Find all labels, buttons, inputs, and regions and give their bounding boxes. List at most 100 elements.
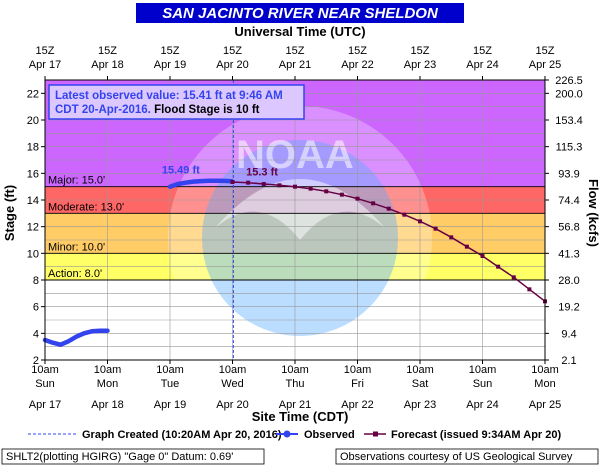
- bottom-tick-label-day: Sat: [412, 378, 429, 390]
- y-tick-label: 16: [27, 168, 39, 180]
- y2-tick-label: 153.4: [555, 115, 583, 127]
- top-tick-label-hour: 15Z: [536, 45, 555, 57]
- top-tick-label-date: Apr 23: [404, 59, 436, 71]
- bottom-tick-label-day: Mon: [97, 378, 118, 390]
- top-tick-label-hour: 15Z: [36, 45, 55, 57]
- top-tick-label-date: Apr 25: [529, 59, 561, 71]
- bottom-tick-label-date: Apr 25: [529, 399, 561, 411]
- top-tick-label-hour: 15Z: [473, 45, 492, 57]
- top-tick-label-hour: 15Z: [286, 45, 305, 57]
- legend-observed-label: Observed: [304, 429, 355, 441]
- y-tick-label: 14: [27, 195, 39, 207]
- forecast-point: [480, 254, 485, 258]
- bottom-tick-label-date: Apr 24: [466, 399, 498, 411]
- observed-line: [167, 178, 235, 189]
- tick-labels: 2 4 6 8 10 12 14 16 18 20 22 2.1 9.4 19.2 28.0 41.3 56.8…: [27, 45, 583, 411]
- y2-tick-label: 19.2: [558, 302, 579, 314]
- bottom-tick-label-time: 10am: [94, 364, 122, 376]
- bottom-tick-label-time: 10am: [31, 364, 59, 376]
- bottom-tick-label-day: Mon: [534, 378, 555, 390]
- chart-title: SAN JACINTO RIVER NEAR SHELDON: [162, 5, 439, 22]
- legend-forecast-marker: [373, 431, 378, 437]
- bottom-tick-label-date: Apr 20: [216, 399, 248, 411]
- top-tick-label-hour: 15Z: [411, 45, 430, 57]
- bottom-tick-label-day: Tue: [161, 378, 180, 390]
- y-tick-label: 6: [33, 302, 39, 314]
- y-tick-label: 4: [33, 328, 39, 340]
- top-tick-label-date: Apr 22: [341, 59, 373, 71]
- bottom-tick-label-date: Apr 17: [29, 399, 61, 411]
- bottom-tick-label-time: 10am: [406, 364, 434, 376]
- y2-tick-label: 115.3: [556, 142, 583, 154]
- forecast-point: [496, 264, 501, 269]
- peak-annotation: 15.49 ft: [162, 165, 200, 177]
- y2-axis-title: Flow (kcfs): [586, 179, 600, 247]
- bottom-tick-label-date: Apr 23: [404, 399, 436, 411]
- top-tick-label-date: Apr 19: [154, 59, 186, 71]
- footer-right-box: [335, 448, 599, 465]
- y-tick-label: 12: [27, 222, 39, 234]
- data-series: [42, 80, 547, 360]
- forecast-point: [308, 186, 313, 191]
- forecast-point: [527, 287, 532, 292]
- forecast-point: [277, 183, 282, 188]
- top-axis-title: Universal Time (UTC): [234, 24, 365, 39]
- bottom-tick-label-time: 10am: [469, 364, 497, 376]
- top-tick-label-hour: 15Z: [223, 45, 242, 57]
- forecast-point: [261, 182, 266, 186]
- bottom-tick-label-day: Wed: [221, 378, 243, 390]
- y2-tick-label: 226.5: [555, 75, 583, 87]
- footer-datum: SHLT2(plotting HGIRG) "Gage 0" Datum: 0.…: [6, 451, 233, 463]
- footer-credit: Observations courtesy of US Geological S…: [340, 451, 573, 463]
- top-tick-label-date: Apr 24: [466, 59, 498, 71]
- annotations: 15.49 ft 15.3 ft: [162, 165, 278, 179]
- flood-label-major: Major: 15.0': [48, 175, 105, 187]
- forecast-point: [293, 184, 297, 189]
- y-tick-label: 20: [27, 115, 39, 127]
- forecast-point: [339, 192, 344, 197]
- legend-observed-marker: [283, 430, 291, 438]
- forecast-point: [464, 244, 469, 249]
- forecast-point: [402, 212, 407, 217]
- y-axis-title: Stage (ft): [2, 185, 17, 241]
- y2-tick-label: 200.0: [555, 88, 583, 100]
- bottom-tick-label-time: 10am: [344, 364, 372, 376]
- forecast-point: [324, 189, 329, 194]
- bottom-tick-label-time: 10am: [219, 364, 247, 376]
- forecast-point: [386, 206, 391, 211]
- top-tick-label-date: Apr 20: [216, 59, 248, 71]
- y2-tick-label: 2.1: [561, 355, 576, 367]
- bottom-tick-label-day: Thu: [286, 378, 305, 390]
- y-tick-label: 8: [33, 275, 39, 287]
- top-tick-label-hour: 15Z: [348, 45, 367, 57]
- top-tick-label-date: Apr 17: [29, 59, 61, 71]
- bottom-tick-label-time: 10am: [156, 364, 184, 376]
- forecast-point: [511, 275, 516, 280]
- y2-tick-label: 9.4: [561, 328, 576, 340]
- bottom-tick-label-date: Apr 22: [341, 399, 373, 411]
- peak-annotation: 15.3 ft: [246, 167, 278, 179]
- forecast-point: [230, 180, 235, 184]
- forecast-point: [246, 180, 251, 185]
- info-box-flood-stage: Flood Stage is 10 ft: [151, 104, 260, 116]
- y2-tick-label: 41.3: [558, 248, 579, 260]
- bottom-tick-label-time: 10am: [531, 364, 559, 376]
- y2-tick-label: 74.4: [558, 195, 579, 207]
- x-axis-title: Site Time (CDT): [252, 409, 349, 424]
- y-tick-label: 22: [27, 88, 39, 100]
- observed-line: [42, 328, 110, 347]
- top-tick-label-hour: 15Z: [98, 45, 117, 57]
- y-tick-label: 2: [33, 355, 39, 367]
- legend-graph-created-label: Graph Created (10:20AM Apr 20, 2016): [82, 429, 282, 441]
- bottom-tick-label-time: 10am: [281, 364, 309, 376]
- forecast-point: [449, 235, 454, 240]
- info-box-date: CDT 20-Apr-2016.: [55, 104, 151, 116]
- forecast-point: [355, 196, 360, 201]
- y-tick-label: 10: [27, 248, 39, 260]
- bottom-tick-label-day: Sun: [473, 378, 493, 390]
- info-box-line1: Latest observed value: 15.41 ft at 9:46 …: [55, 90, 283, 102]
- top-tick-label-date: Apr 21: [279, 59, 311, 71]
- top-tick-label-hour: 15Z: [161, 45, 180, 57]
- y2-tick-label: 56.8: [558, 222, 579, 234]
